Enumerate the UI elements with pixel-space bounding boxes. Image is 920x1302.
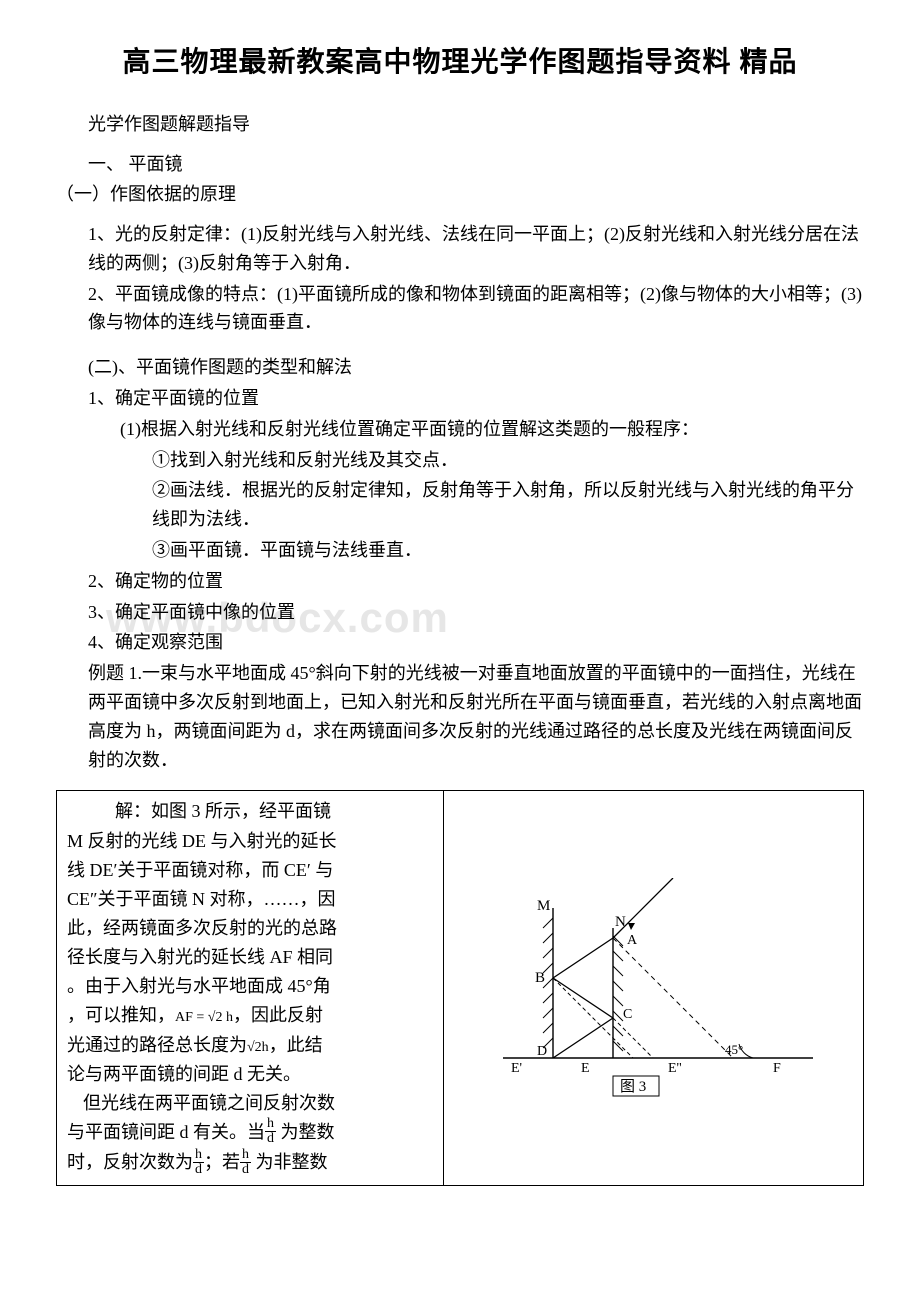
section-1-sub: （一）作图依据的原理 bbox=[56, 180, 864, 206]
item-1-1c: ③画平面镜．平面镜与法线垂直． bbox=[152, 536, 864, 565]
example-head: 例题 1.一束与水平地面成 45°斜向下射的光线被一对垂直地面放置的平面镜中的一… bbox=[88, 659, 864, 774]
sol-line: ，因此反射 bbox=[233, 1005, 323, 1025]
sol-line: M 反射的光线 DE 与入射光的延长 bbox=[67, 831, 337, 851]
fraction-h-d: hd bbox=[193, 1148, 204, 1177]
para-2: 2、平面镜成像的特点：(1)平面镜所成的像和物体到镜面的距离相等；(2)像与物体… bbox=[88, 280, 864, 338]
label-m: M bbox=[537, 898, 550, 914]
label-e: E bbox=[581, 1061, 590, 1076]
item-4: 4、确定观察范围 bbox=[88, 628, 864, 657]
sol-line: ，可以推知， bbox=[67, 1005, 175, 1025]
item-1-1b: ②画法线．根据光的反射定律知，反射角等于入射角，所以反射光线与入射光线的角平分线… bbox=[152, 476, 864, 534]
item-1: 1、确定平面镜的位置 bbox=[88, 384, 864, 413]
page-title: 高三物理最新教案高中物理光学作图题指导资料 精品 bbox=[56, 40, 864, 80]
label-e1: E' bbox=[511, 1061, 522, 1076]
formula-af: AF = √2 h bbox=[175, 1010, 233, 1025]
sol-line: ，此结 bbox=[269, 1035, 323, 1055]
sol-line: CE″关于平面镜 N 对称，……，因 bbox=[67, 889, 336, 909]
sol-line: 为整数 bbox=[276, 1122, 335, 1142]
section-1-head: 一、 平面镜 bbox=[88, 150, 864, 176]
sol-line: 。由于入射光与水平地面成 45°角 bbox=[67, 976, 331, 996]
sol-line: 但光线在两平面镜之间反射次数 bbox=[83, 1093, 335, 1113]
sol-line: 解：如图 3 所示，经平面镜 bbox=[115, 801, 331, 821]
sol-line: 径长度与入射光的延长线 AF 相同 bbox=[67, 947, 333, 967]
subtitle: 光学作图题解题指导 bbox=[88, 110, 864, 136]
example-solution: 解：如图 3 所示，经平面镜 M 反射的光线 DE 与入射光的延长 线 DE′关… bbox=[57, 791, 444, 1184]
label-f: F bbox=[773, 1061, 781, 1076]
sol-line: 与平面镜间距 d 有关。当 bbox=[67, 1122, 265, 1142]
sol-line: 此，经两镜面多次反射的光的总路 bbox=[67, 918, 337, 938]
label-d: D bbox=[537, 1044, 547, 1059]
item-3: 3、确定平面镜中像的位置 bbox=[88, 598, 864, 627]
item-1-1a: ①找到入射光线和反射光线及其交点． bbox=[152, 446, 864, 475]
formula-sqrt2h: √2h bbox=[247, 1040, 269, 1055]
example-box: 解：如图 3 所示，经平面镜 M 反射的光线 DE 与入射光的延长 线 DE′关… bbox=[56, 790, 864, 1185]
fraction-h-d: hd bbox=[240, 1148, 251, 1177]
label-n: N bbox=[615, 914, 626, 930]
label-ang: 45° bbox=[725, 1042, 743, 1057]
diagram-caption: 图 3 bbox=[620, 1078, 646, 1095]
sol-line: 时，反射次数为 bbox=[67, 1152, 193, 1172]
label-c: C bbox=[623, 1007, 632, 1022]
item-1-1: (1)根据入射光线和反射光线位置确定平面镜的位置解这类题的一般程序： bbox=[120, 415, 864, 444]
sol-line: 论与两平面镜的间距 d 无关。 bbox=[67, 1064, 301, 1084]
sol-line: ；若 bbox=[204, 1152, 240, 1172]
label-a: A bbox=[627, 933, 638, 948]
section-2-head: (二)、平面镜作图题的类型和解法 bbox=[88, 353, 864, 382]
label-e2: E'' bbox=[668, 1061, 682, 1076]
sol-line: 线 DE′关于平面镜对称，而 CE′ 与 bbox=[67, 860, 333, 880]
sol-line: 光通过的路径总长度为 bbox=[67, 1035, 247, 1055]
para-1: 1、光的反射定律：(1)反射光线与入射光线、法线在同一平面上；(2)反射光线和入… bbox=[88, 220, 864, 278]
example-diagram-cell: M N A B C D E' E E'' 45° F 图 3 bbox=[444, 791, 863, 1184]
fraction-h-d: hd bbox=[265, 1117, 276, 1146]
label-b: B bbox=[535, 970, 545, 986]
item-2: 2、确定物的位置 bbox=[88, 567, 864, 596]
mirror-diagram: M N A B C D E' E E'' 45° F 图 3 bbox=[473, 878, 833, 1098]
sol-line: 为非整数 bbox=[251, 1152, 328, 1172]
